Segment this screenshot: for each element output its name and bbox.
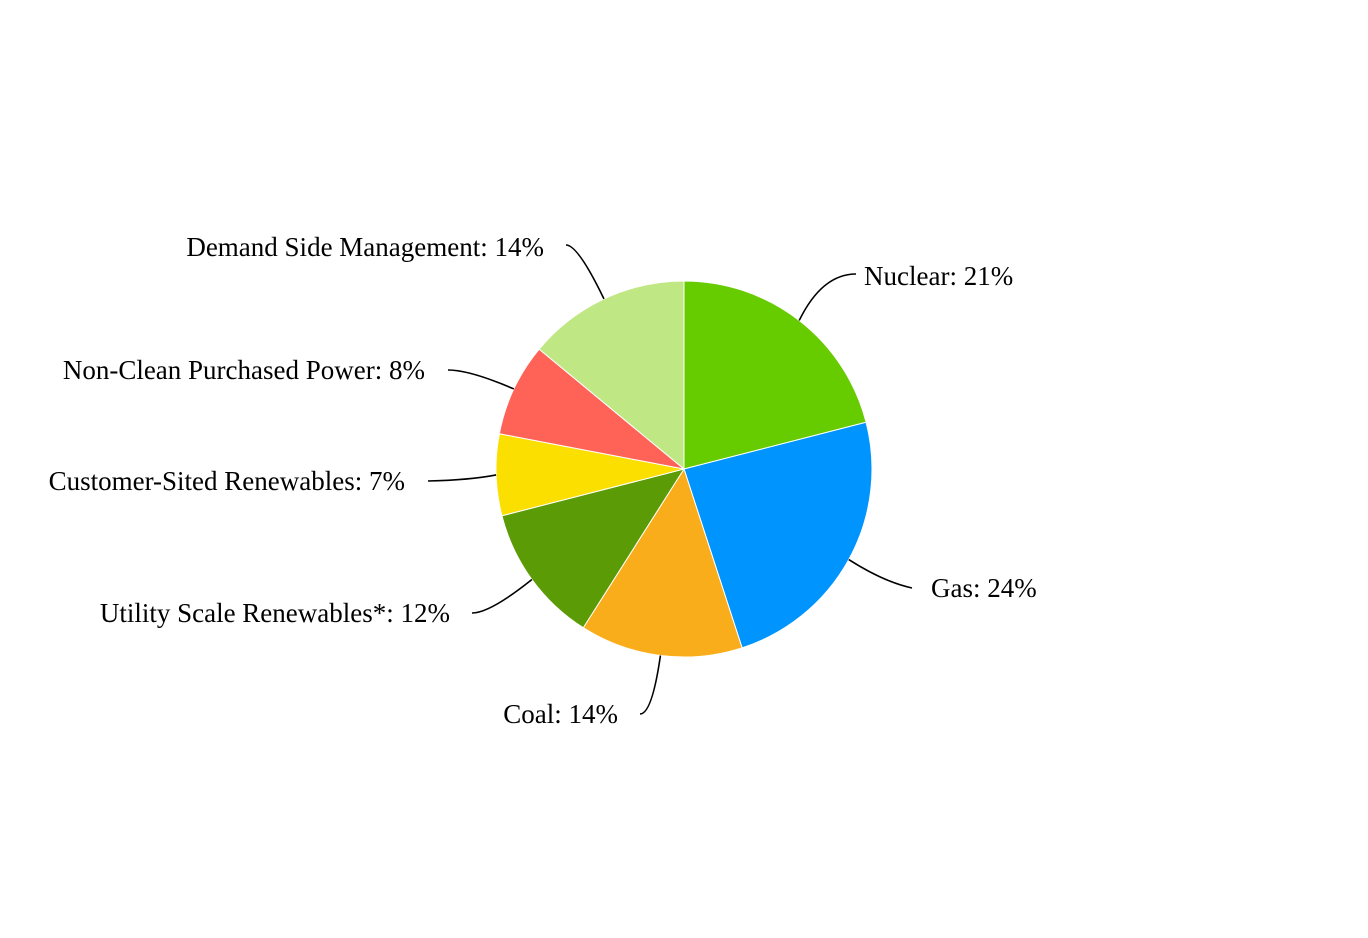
leader-line-gas — [848, 558, 913, 589]
pie-slice-nuclear — [683, 280, 867, 470]
leader-line-nuclear — [798, 273, 857, 321]
pie-slice-demand-side-management — [538, 280, 685, 471]
labels-layer: Nuclear: 21% Gas: 24% Coal: 14% Utility Sca… — [49, 232, 1037, 729]
pie-slice-gas — [683, 421, 873, 649]
leader-line-customer-sited-renewables — [427, 474, 497, 482]
slices-layer — [495, 280, 873, 658]
slice-label-utility-scale-renewables: Utility Scale Renewables*: 12% — [100, 598, 450, 628]
pie-slice-non-clean-purchased-power — [498, 348, 685, 470]
leader-line-coal — [639, 655, 662, 715]
leader-lines-layer — [427, 244, 913, 715]
slice-label-demand-side-management: Demand Side Management: 14% — [186, 232, 544, 262]
slice-label-coal: Coal: 14% — [503, 699, 618, 729]
leader-line-non-clean-purchased-power — [447, 369, 515, 390]
slice-label-customer-sited-renewables: Customer-Sited Renewables: 7% — [49, 466, 405, 496]
slice-label-gas: Gas: 24% — [931, 573, 1037, 603]
leader-line-utility-scale-renewables — [471, 578, 533, 614]
pie-slice-utility-scale-renewables — [501, 468, 686, 629]
pie-slice-coal — [582, 467, 743, 658]
leader-line-demand-side-management — [565, 244, 605, 300]
slice-label-non-clean-purchased-power: Non-Clean Purchased Power: 8% — [63, 355, 425, 385]
slice-label-nuclear: Nuclear: 21% — [864, 261, 1013, 291]
